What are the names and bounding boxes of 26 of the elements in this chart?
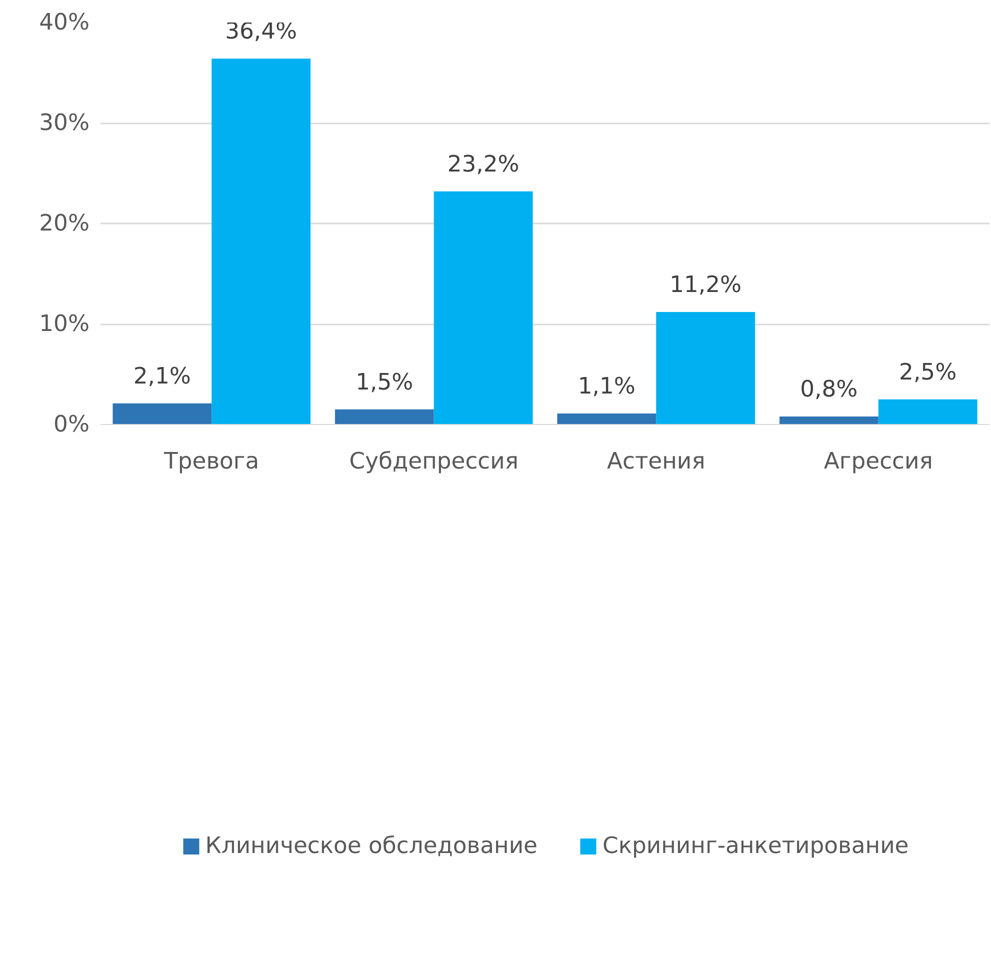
data-label: 1,5% xyxy=(356,369,414,396)
legend-label: Клиническое обследование xyxy=(205,832,538,858)
x-tick-label: Субдепрессия xyxy=(349,448,518,474)
y-tick-label: 40% xyxy=(39,10,90,36)
bar xyxy=(334,409,434,424)
data-label: 23,2% xyxy=(447,151,520,178)
y-tick-label: 0% xyxy=(54,412,90,438)
bar xyxy=(212,58,311,424)
bar xyxy=(434,191,533,424)
legend-label: Скрининг-анкетирование xyxy=(602,832,909,858)
bar xyxy=(878,399,978,424)
bar xyxy=(112,403,212,424)
x-tick-label: Астения xyxy=(606,448,706,474)
y-tick-label: 30% xyxy=(39,110,90,136)
data-label: 2,1% xyxy=(133,363,191,390)
y-tick-label: 20% xyxy=(39,210,90,236)
data-label: 0,8% xyxy=(800,376,858,402)
bar xyxy=(557,413,656,424)
data-label: 11,2% xyxy=(670,272,742,298)
data-label: 1,1% xyxy=(578,373,636,400)
data-label: 2,5% xyxy=(899,359,957,386)
x-tick-label: Тревога xyxy=(163,448,260,474)
bar xyxy=(656,312,756,424)
bar xyxy=(779,416,878,424)
y-tick-label: 10% xyxy=(39,311,90,337)
x-tick-label: Агрессия xyxy=(824,448,933,474)
